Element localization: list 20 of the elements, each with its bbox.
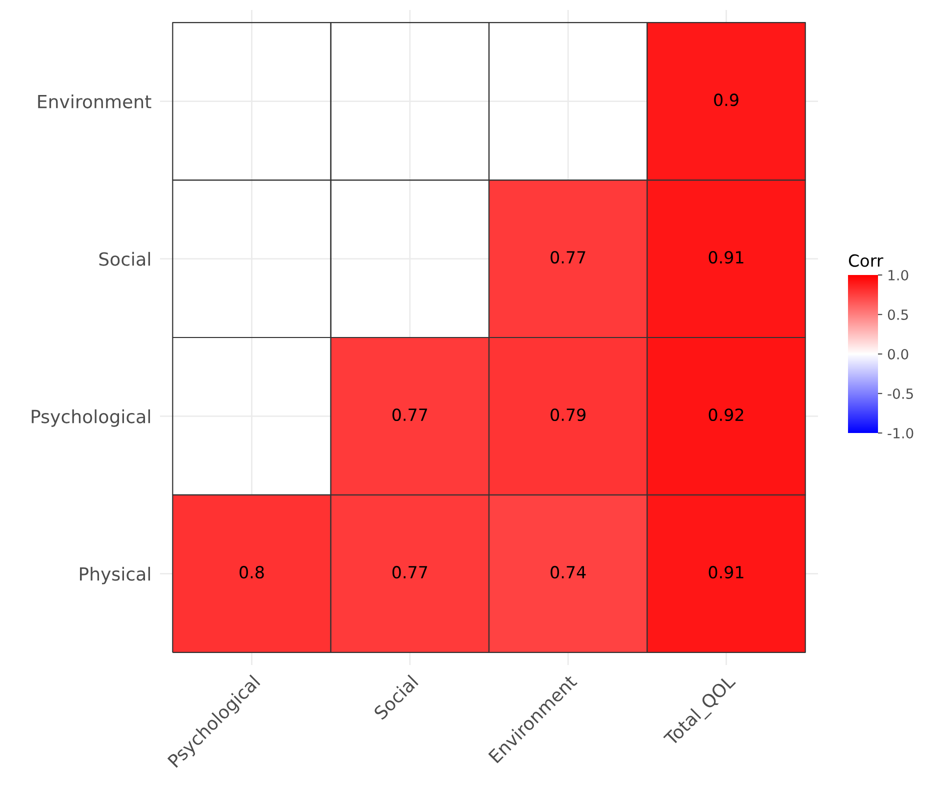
data-label: 0.91	[708, 566, 744, 579]
data-label: 0.77	[392, 408, 428, 422]
color-bar-label: 0.5	[888, 309, 908, 320]
color-bar-label: 1.0	[888, 270, 908, 280]
data-label: 0.77	[550, 251, 586, 264]
y-tick-label: Environment	[38, 94, 152, 108]
data-label: 0.9	[714, 94, 738, 106]
data-label: 0.8	[240, 566, 264, 579]
data-label: 0.91	[708, 251, 744, 264]
data-label: 0.77	[392, 566, 428, 579]
color-bar-title: Corr	[848, 254, 884, 267]
y-tick-label: Psychological	[32, 409, 150, 427]
color-bar-label: 0.0	[888, 348, 908, 360]
data-label: 0.79	[550, 408, 586, 422]
y-tick-label: Physical	[80, 566, 150, 584]
color-bar-label: -0.5	[888, 388, 913, 399]
color-bar-label: -1.0	[888, 428, 914, 438]
data-label: 0.74	[550, 566, 586, 579]
data-label: 0.92	[708, 408, 744, 422]
y-tick-label: Social	[99, 252, 150, 266]
